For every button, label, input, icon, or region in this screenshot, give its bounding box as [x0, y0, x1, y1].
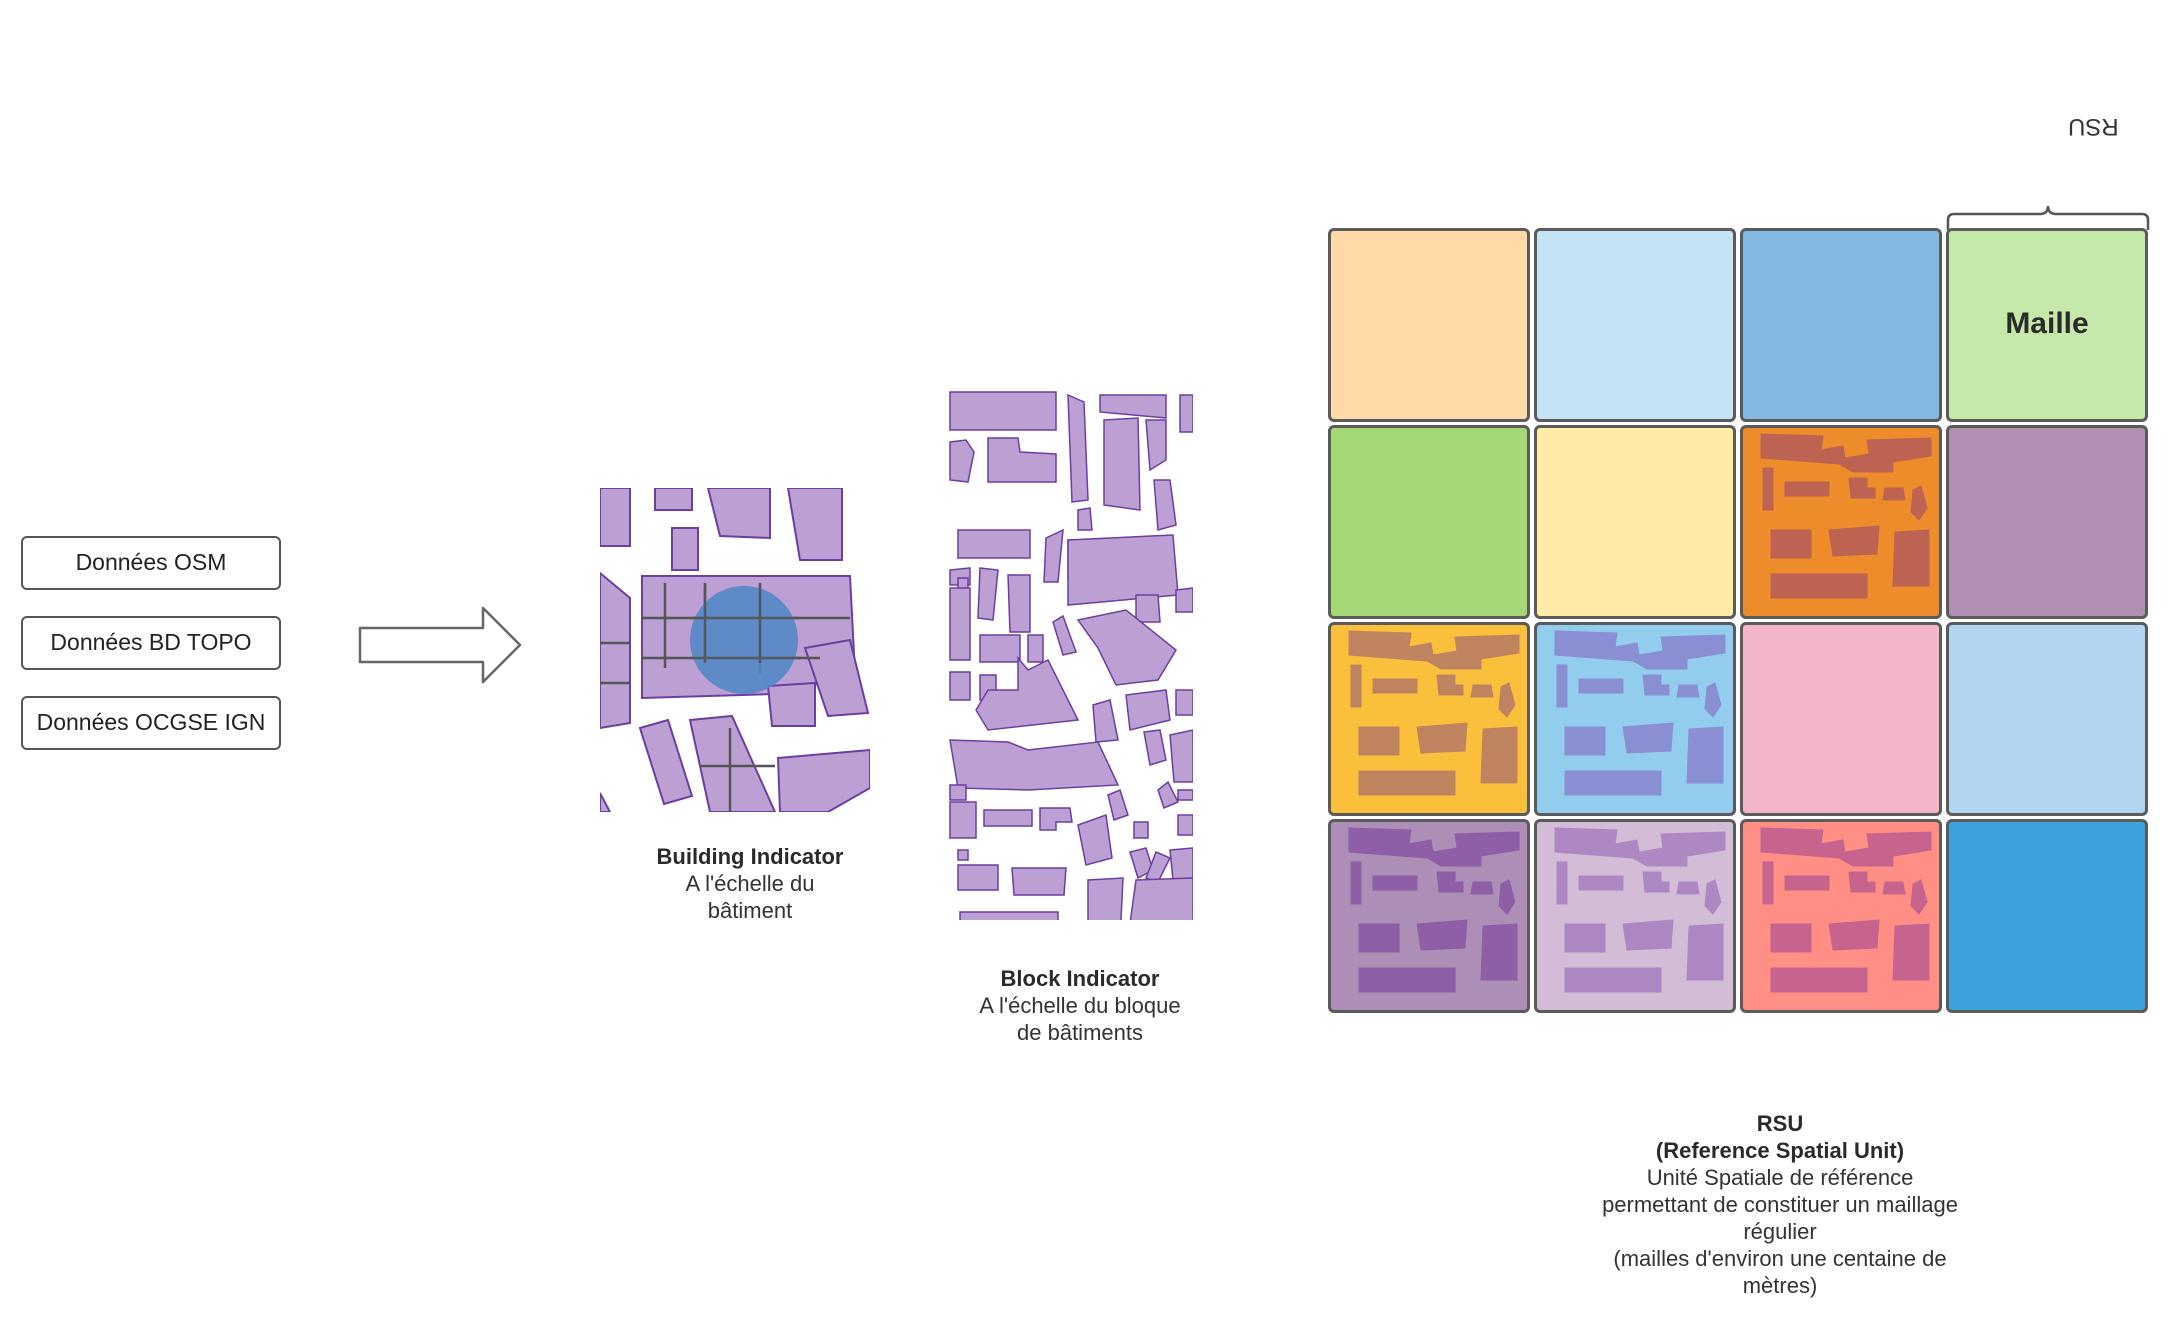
- grid-cell-with-buildings: [1740, 425, 1942, 619]
- source-label: Données OSM: [75, 549, 227, 575]
- right-arrow-icon: [358, 606, 522, 684]
- grid-cell: [1740, 622, 1942, 816]
- source-box-ocsge: Données OCGSE IGN: [21, 696, 281, 750]
- grid-cell: [1534, 228, 1736, 422]
- grid-cell-with-buildings: [1328, 622, 1530, 816]
- grid-cell-with-buildings: [1740, 819, 1942, 1013]
- rsu-caption-desc3: régulier: [1743, 1219, 1817, 1244]
- block-indicator-map: [949, 391, 1193, 920]
- building-indicator-map: [600, 488, 870, 812]
- building-overlay: [1760, 433, 1932, 599]
- rsu-caption-desc1: Unité Spatiale de référence: [1646, 1165, 1914, 1190]
- grid-cell: [1328, 425, 1530, 619]
- maille-label: Maille: [2005, 307, 2089, 340]
- building-overlay: [1554, 630, 1726, 796]
- rsu-caption-desc2: permettant de constituer un maillage: [1602, 1192, 1958, 1217]
- source-label: Données BD TOPO: [50, 629, 252, 655]
- building-overlay: [1554, 827, 1726, 993]
- grid-cell: [1740, 228, 1942, 422]
- grid-cell-with-buildings: [1534, 819, 1736, 1013]
- grid-cell: [1946, 819, 2148, 1013]
- grid-cell-with-buildings: [1328, 819, 1530, 1013]
- grid-cell: [1946, 622, 2148, 816]
- rsu-caption-subtitle: (Reference Spatial Unit): [1655, 1138, 1905, 1163]
- block-indicator-line2: de bâtiments: [1017, 1020, 1143, 1045]
- grid-cell-maille: Maille: [1946, 228, 2148, 422]
- building-overlay: [1348, 827, 1520, 993]
- rsu-caption-desc4: (mailles d'environ une centaine de: [1613, 1246, 1947, 1271]
- grid-cell-with-buildings: [1534, 622, 1736, 816]
- grid-cell: [1534, 425, 1736, 619]
- block-indicator-line1: A l'échelle du bloque: [979, 993, 1181, 1018]
- building-indicator-title: Building Indicator: [656, 844, 844, 869]
- rsu-caption: RSU (Reference Spatial Unit) Unité Spati…: [1590, 1110, 1970, 1299]
- source-box-osm: Données OSM: [21, 536, 281, 590]
- rsu-brace: [1946, 205, 2150, 230]
- building-overlay: [1348, 630, 1520, 796]
- building-overlay: [1760, 827, 1932, 993]
- rsu-caption-title: RSU: [1756, 1111, 1804, 1136]
- building-indicator-line1: A l'échelle du: [685, 871, 815, 896]
- grid-cell: [1328, 228, 1530, 422]
- grid-cell: [1946, 425, 2148, 619]
- source-label: Données OCGSE IGN: [36, 709, 266, 735]
- block-indicator-title: Block Indicator: [1000, 966, 1160, 991]
- building-indicator-caption: Building Indicator A l'échelle du bâtime…: [630, 843, 870, 924]
- rsu-brace-label: RSU: [2068, 113, 2119, 140]
- rsu-caption-desc5: mètres): [1742, 1273, 1818, 1298]
- block-indicator-caption: Block Indicator A l'échelle du bloque de…: [965, 965, 1195, 1046]
- building-indicator-line2: bâtiment: [707, 898, 793, 923]
- source-box-bdtopo: Données BD TOPO: [21, 616, 281, 670]
